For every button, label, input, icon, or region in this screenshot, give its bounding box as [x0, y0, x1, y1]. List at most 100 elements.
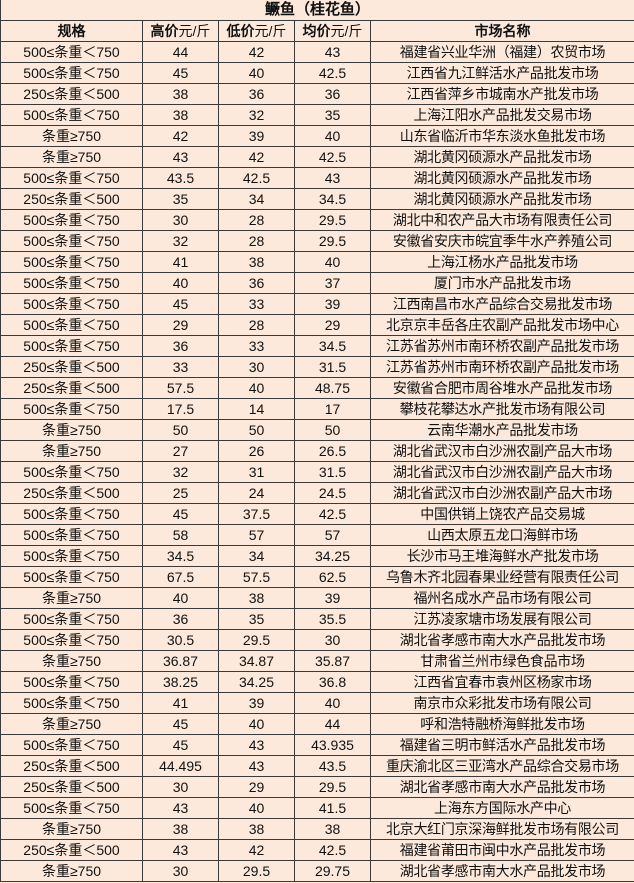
cell-high-price: 38 [142, 104, 219, 126]
cell-avg-price: 43 [294, 167, 371, 189]
header-row: 规格 高价元/斤 低价元/斤 均价元/斤 市场名称 [0, 20, 634, 42]
header-unit: 元/斤 [330, 23, 363, 39]
cell-high-price: 45 [142, 713, 219, 735]
cell-low-price: 26 [218, 440, 295, 462]
cell-spec: 500≤条重＜750 [0, 524, 143, 546]
cell-high-price: 45 [142, 62, 219, 84]
cell-spec: 500≤条重＜750 [0, 314, 143, 336]
table-row: 500≤条重＜750 32 28 29.5 安徽省安庆市皖宜季牛水产养殖公司 [0, 230, 634, 252]
table-row: 250≤条重＜500 25 24 24.5 湖北省武汉市白沙洲农副产品大市场 [0, 482, 634, 504]
cell-market: 福建省三明市鲜活水产品批发市场 [370, 734, 634, 756]
cell-high-price: 25 [142, 482, 219, 504]
table-row: 500≤条重＜750 38.25 34.25 36.8 江西省宜春市袁州区杨家市场 [0, 671, 634, 693]
cell-avg-price: 50 [294, 419, 371, 441]
cell-market: 湖北黄冈硕源水产品批发市场 [370, 188, 634, 210]
table-row: 500≤条重＜750 45 40 42.5 江西省九江鲜活水产品批发市场 [0, 62, 634, 84]
table-row: 条重≥750 30 29.5 29.75 湖北省孝感市南大水产品批发市场 [0, 860, 634, 882]
cell-high-price: 32 [142, 230, 219, 252]
table-row: 条重≥750 43 42 42.5 湖北黄冈硕源水产品批发市场 [0, 146, 634, 168]
cell-low-price: 34 [218, 188, 295, 210]
table-row: 250≤条重＜500 43 42 42.5 福建省莆田市闽中水产品批发市场 [0, 839, 634, 861]
cell-spec: 250≤条重＜500 [0, 839, 143, 861]
table-row: 500≤条重＜750 43 40 41.5 上海东方国际水产中心 [0, 797, 634, 819]
cell-avg-price: 40 [294, 692, 371, 714]
cell-avg-price: 31.5 [294, 356, 371, 378]
cell-market: 江西省萍乡市城南水产批发市场 [370, 83, 634, 105]
cell-low-price: 31 [218, 461, 295, 483]
cell-low-price: 40 [218, 797, 295, 819]
cell-market: 江苏省苏州市南环桥农副产品批发市场 [370, 356, 634, 378]
cell-spec: 500≤条重＜750 [0, 545, 143, 567]
cell-low-price: 28 [218, 314, 295, 336]
cell-avg-price: 40 [294, 251, 371, 273]
cell-low-price: 28 [218, 230, 295, 252]
cell-avg-price: 30 [294, 629, 371, 651]
table-row: 500≤条重＜750 30.5 29.5 30 湖北省孝感市南大水产品批发市场 [0, 629, 634, 651]
cell-avg-price: 36.8 [294, 671, 371, 693]
cell-avg-price: 42.5 [294, 503, 371, 525]
cell-avg-price: 44 [294, 713, 371, 735]
cell-avg-price: 42.5 [294, 146, 371, 168]
cell-low-price: 42 [218, 146, 295, 168]
table-row: 500≤条重＜750 45 43 43.935 福建省三明市鲜活水产品批发市场 [0, 734, 634, 756]
cell-market: 湖北省武汉市白沙洲农副产品大市场 [370, 440, 634, 462]
cell-low-price: 38 [218, 251, 295, 273]
cell-market: 江西省宜春市袁州区杨家市场 [370, 671, 634, 693]
cell-market: 湖北省孝感市南大水产品批发市场 [370, 776, 634, 798]
cell-avg-price: 37 [294, 272, 371, 294]
cell-high-price: 38.25 [142, 671, 219, 693]
cell-market: 湖北黄冈硕源水产品批发市场 [370, 146, 634, 168]
cell-low-price: 14 [218, 398, 295, 420]
cell-high-price: 35 [142, 188, 219, 210]
cell-market: 重庆渝北区三亚湾水产品综合交易市场 [370, 755, 634, 777]
header-unit: 元/斤 [178, 23, 211, 39]
cell-spec: 500≤条重＜750 [0, 230, 143, 252]
cell-high-price: 41 [142, 692, 219, 714]
cell-spec: 500≤条重＜750 [0, 335, 143, 357]
cell-market: 湖北省孝感市南大水产品批发市场 [370, 860, 634, 882]
cell-avg-price: 39 [294, 587, 371, 609]
cell-spec: 500≤条重＜750 [0, 209, 143, 231]
cell-low-price: 42.5 [218, 167, 295, 189]
cell-market: 江西南昌市水产品综合交易批发市场 [370, 293, 634, 315]
cell-low-price: 33 [218, 335, 295, 357]
cell-high-price: 40 [142, 272, 219, 294]
table-row: 250≤条重＜500 35 34 34.5 湖北黄冈硕源水产品批发市场 [0, 188, 634, 210]
cell-spec: 250≤条重＜500 [0, 482, 143, 504]
header-avg: 均价元/斤 [294, 20, 371, 42]
cell-high-price: 50 [142, 419, 219, 441]
table-title: 鳜鱼（桂花鱼） [0, 0, 634, 21]
cell-spec: 条重≥750 [0, 713, 143, 735]
cell-high-price: 43 [142, 146, 219, 168]
cell-low-price: 50 [218, 419, 295, 441]
table-row: 500≤条重＜750 45 37.5 42.5 中国供销上饶农产品交易城 [0, 503, 634, 525]
cell-spec: 500≤条重＜750 [0, 734, 143, 756]
cell-high-price: 38 [142, 83, 219, 105]
cell-avg-price: 29 [294, 314, 371, 336]
cell-market: 中国供销上饶农产品交易城 [370, 503, 634, 525]
cell-high-price: 45 [142, 503, 219, 525]
cell-avg-price: 29.5 [294, 209, 371, 231]
cell-avg-price: 35.5 [294, 608, 371, 630]
cell-avg-price: 42.5 [294, 839, 371, 861]
header-low: 低价元/斤 [218, 20, 295, 42]
cell-market: 江苏省苏州市南环桥农副产品批发市场 [370, 335, 634, 357]
cell-market: 福建省兴业华洲（福建）农贸市场 [370, 41, 634, 63]
cell-high-price: 67.5 [142, 566, 219, 588]
table-row: 250≤条重＜500 44.495 43 43.5 重庆渝北区三亚湾水产品综合交易市场 [0, 755, 634, 777]
cell-high-price: 44.495 [142, 755, 219, 777]
cell-avg-price: 24.5 [294, 482, 371, 504]
table-row: 500≤条重＜750 29 28 29 北京京丰岳各庄农副产品批发市场中心 [0, 314, 634, 336]
cell-high-price: 45 [142, 293, 219, 315]
cell-avg-price: 35.87 [294, 650, 371, 672]
cell-low-price: 40 [218, 377, 295, 399]
cell-spec: 250≤条重＜500 [0, 377, 143, 399]
cell-avg-price: 35 [294, 104, 371, 126]
cell-spec: 条重≥750 [0, 650, 143, 672]
cell-spec: 500≤条重＜750 [0, 167, 143, 189]
cell-spec: 500≤条重＜750 [0, 671, 143, 693]
cell-market: 湖北黄冈硕源水产品批发市场 [370, 167, 634, 189]
header-spec: 规格 [0, 20, 143, 42]
cell-avg-price: 43 [294, 41, 371, 63]
cell-avg-price: 34.5 [294, 188, 371, 210]
